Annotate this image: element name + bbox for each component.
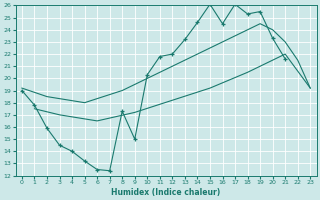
X-axis label: Humidex (Indice chaleur): Humidex (Indice chaleur) [111, 188, 221, 197]
